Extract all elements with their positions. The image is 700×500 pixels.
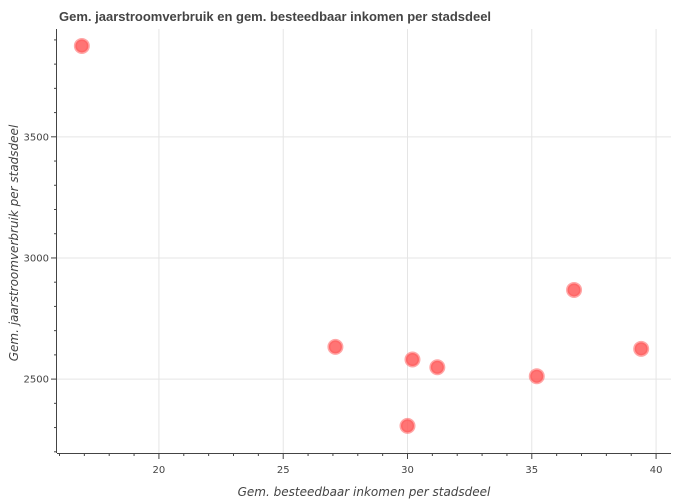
- axes: 20 25 30 35 40 2500 3000 3500: [24, 29, 671, 476]
- scatter-point: [633, 340, 650, 357]
- y-tick-label: 3500: [24, 132, 49, 143]
- scatter-point: [399, 417, 416, 434]
- chart-title: Gem. jaarstroomverbruik en gem. besteedb…: [59, 9, 492, 24]
- x-tick-label: 25: [277, 465, 290, 476]
- x-tick-label: 30: [401, 465, 414, 476]
- plot-area: [57, 29, 671, 453]
- scatter-point: [566, 281, 583, 298]
- scatter-point: [429, 359, 446, 376]
- x-tick-label: 35: [525, 465, 538, 476]
- x-tick-label: 40: [650, 465, 663, 476]
- y-tick-label: 3000: [24, 253, 49, 264]
- scatter-point: [327, 338, 344, 355]
- scatter-point: [73, 37, 90, 54]
- scatter-point: [404, 351, 421, 368]
- x-axis-label: Gem. besteedbaar inkomen per stadsdeel: [238, 485, 491, 499]
- y-axis-label: Gem. jaarstroomverbruik per stadsdeel: [7, 124, 21, 361]
- scatter-point: [528, 368, 545, 385]
- data-points: [73, 37, 650, 434]
- x-tick-label: 20: [153, 465, 166, 476]
- y-tick-label: 2500: [24, 375, 49, 386]
